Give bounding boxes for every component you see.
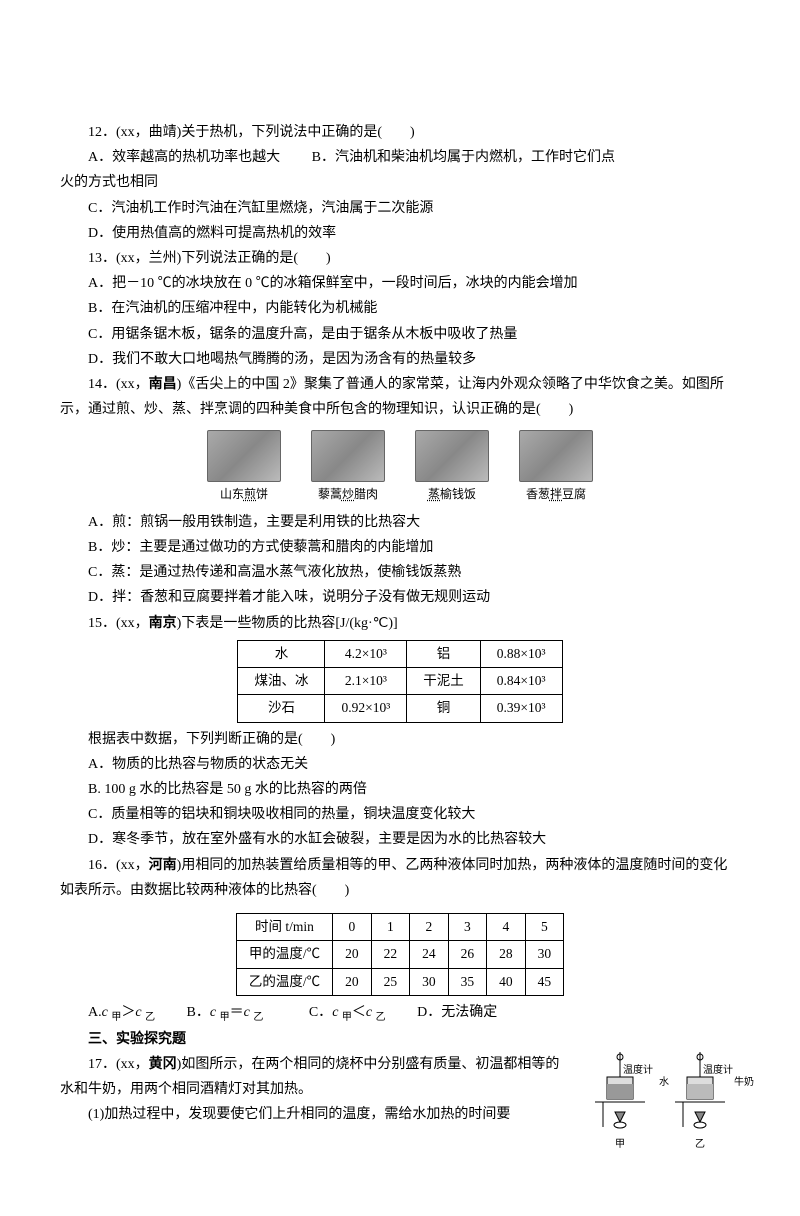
q13-stem: 13．(xx，兰州)下列说法正确的是( ) <box>60 246 740 271</box>
food-item-2: 藜蒿炒腊肉 <box>308 430 388 506</box>
q13-opt-a: A．把－10 ℃的冰块放在 0 ℃的冰箱保鲜室中，一段时间后，冰块的内能会增加 <box>60 271 740 296</box>
q15-opt-a: A．物质的比热容与物质的状态无关 <box>60 752 740 777</box>
q12-b-cont: 火的方式也相同 <box>60 170 740 195</box>
food-item-3: 蒸榆钱饭 <box>412 430 492 506</box>
food-item-4: 香葱拌豆腐 <box>516 430 596 506</box>
q14-opt-a: A．煎：煎锅一般用铁制造，主要是利用铁的比热容大 <box>60 510 740 535</box>
table-row: 煤油、冰 2.1×10³ 干泥土 0.84×10³ <box>238 668 562 695</box>
q14-opt-d: D．拌：香葱和豆腐要拌着才能入味，说明分子没有做无规则运动 <box>60 585 740 610</box>
section3-title: 三、实验探究题 <box>60 1027 740 1052</box>
q15-opt-d: D．寒冬季节，放在室外盛有水的水缸会破裂，主要是因为水的比热容较大 <box>60 827 740 852</box>
table-row: 沙石 0.92×10³ 铜 0.39×10³ <box>238 695 562 722</box>
food-label-3: 蒸榆钱饭 <box>428 484 476 506</box>
food-img-2 <box>311 430 385 482</box>
q12-opt-a: A．效率越高的热机功率也越大 <box>88 150 280 165</box>
q15-lead: 根据表中数据，下列判断正确的是( ) <box>60 727 740 752</box>
q12-opt-d: D．使用热值高的燃料可提高热机的效率 <box>60 221 740 246</box>
beaker-cap-r: 乙 <box>695 1136 705 1154</box>
q16-options: A.c 甲＞c 乙 B．c 甲＝c 乙 C．c 甲＜c 乙 D．无法确定 <box>60 1000 740 1027</box>
food-label-4: 香葱拌豆腐 <box>526 484 586 506</box>
table-row: 甲的温度/℃ 20 22 24 26 28 30 <box>236 941 563 968</box>
food-img-4 <box>519 430 593 482</box>
beaker-cap-l: 甲 <box>615 1136 625 1154</box>
food-img-1 <box>207 430 281 482</box>
q15-stem: 15．(xx，南京)下表是一些物质的比热容[J/(kg·℃)] <box>60 611 740 636</box>
q14-opt-c: C．蒸：是通过热传递和高温水蒸气液化放热，使榆钱饭蒸熟 <box>60 560 740 585</box>
q14-opt-b: B．炒：主要是通过做功的方式使藜蒿和腊肉的内能增加 <box>60 535 740 560</box>
q12-ab-line: A．效率越高的热机功率也越大 B．汽油机和柴油机均属于内燃机，工作时它们点 <box>60 145 740 170</box>
q15-opt-b: B. 100 g 水的比热容是 50 g 水的比热容的两倍 <box>60 777 740 802</box>
q12-opt-c: C．汽油机工作时汽油在汽缸里燃烧，汽油属于二次能源 <box>60 196 740 221</box>
q14-food-row: 山东煎饼 藜蒿炒腊肉 蒸榆钱饭 香葱拌豆腐 <box>60 430 740 506</box>
table-row: 时间 t/min 0 1 2 3 4 5 <box>236 913 563 940</box>
q16-stem: 16．(xx，河南)用相同的加热装置给质量相等的甲、乙两种液体同时加热，两种液体… <box>60 853 740 903</box>
q12-opt-b: B．汽油机和柴油机均属于内燃机，工作时它们点 <box>312 150 615 165</box>
q13-opt-c: C．用锯条锯木板，锯条的温度升高，是由于锯条从木板中吸收了热量 <box>60 322 740 347</box>
food-label-1: 山东煎饼 <box>220 484 268 506</box>
food-item-1: 山东煎饼 <box>204 430 284 506</box>
q12-stem: 12．(xx，曲靖)关于热机，下列说法中正确的是( ) <box>60 120 740 145</box>
table-row: 水 4.2×10³ 铝 0.88×10³ <box>238 640 562 667</box>
food-img-3 <box>415 430 489 482</box>
q15-opt-c: C．质量相等的铝块和铜块吸收相同的热量，铜块温度变化较大 <box>60 802 740 827</box>
q13-opt-b: B．在汽油机的压缩冲程中，内能转化为机械能 <box>60 296 740 321</box>
food-label-2: 藜蒿炒腊肉 <box>318 484 378 506</box>
q15-table: 水 4.2×10³ 铝 0.88×10³ 煤油、冰 2.1×10³ 干泥土 0.… <box>237 640 562 723</box>
q13-opt-d: D．我们不敢大口地喝热气腾腾的汤，是因为汤含有的热量较多 <box>60 347 740 372</box>
q14-stem: 14．(xx，南昌)《舌尖上的中国 2》聚集了普通人的家常菜，让海内外观众领略了… <box>60 372 740 422</box>
q17-figure: 水 甲 牛奶 乙 <box>580 1052 740 1172</box>
table-row: 乙的温度/℃ 20 25 30 35 40 45 <box>236 968 563 995</box>
q16-table: 时间 t/min 0 1 2 3 4 5 甲的温度/℃ 20 22 24 26 … <box>236 913 564 996</box>
